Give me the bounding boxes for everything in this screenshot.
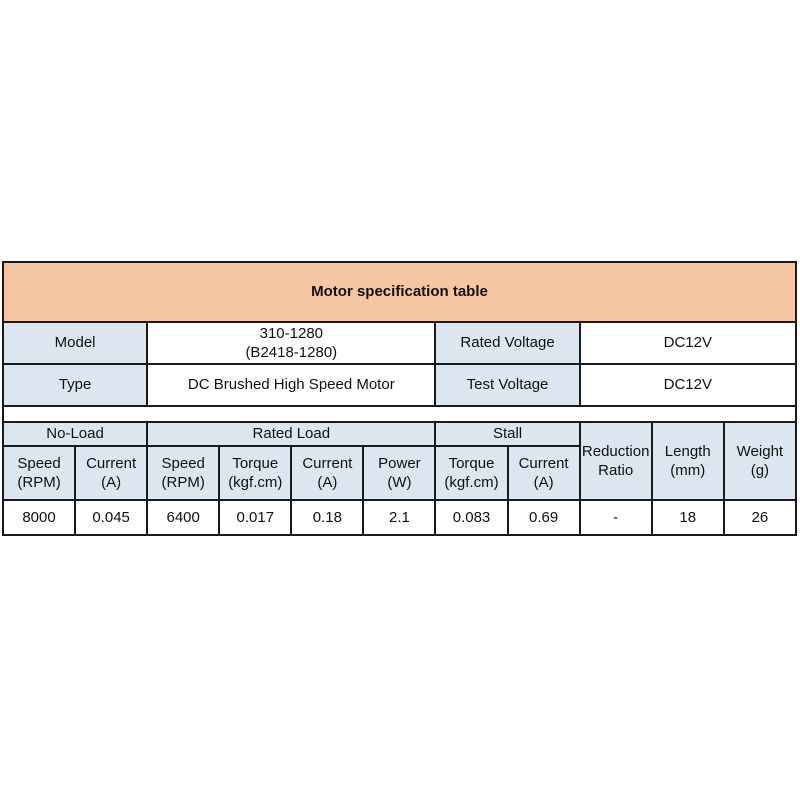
- type-value-cell: DC Brushed High Speed Motor: [146, 363, 437, 407]
- value-length-mm: 18: [650, 499, 725, 536]
- value-stall-torque: 0.083: [434, 499, 509, 536]
- data-row: 8000 0.045 6400 0.017 0.18 2.1 0.083 0.6…: [1, 499, 798, 536]
- value-weight-g: 26: [722, 499, 798, 536]
- group-header-no-load: No-Load: [1, 421, 149, 447]
- column-header-row: Speed (RPM) Current (A) Speed (RPM) Torq…: [1, 445, 796, 501]
- value-rated-power: 2.1: [362, 499, 437, 536]
- motor-spec-table: Motor specification table Model 310-1280…: [1, 261, 798, 536]
- model-value-cell: 310-1280 (B2418-1280): [146, 321, 437, 365]
- header-rated-power: Power (W): [362, 445, 437, 501]
- title-row: Motor specification table: [2, 261, 797, 323]
- value-reduction-ratio: -: [578, 499, 653, 536]
- group-header-stall: Stall: [434, 421, 581, 447]
- header-noload-speed: Speed (RPM): [1, 445, 77, 501]
- header-noload-current: Current (A): [74, 445, 149, 501]
- value-rated-current: 0.18: [290, 499, 365, 536]
- separator-row: [2, 405, 797, 423]
- table-title: Motor specification table: [2, 261, 797, 323]
- model-label-cell: Model: [1, 321, 149, 365]
- type-row: Type DC Brushed High Speed Motor Test Vo…: [1, 363, 798, 407]
- rated-voltage-label-cell: Rated Voltage: [434, 321, 581, 365]
- test-voltage-label-cell: Test Voltage: [434, 363, 581, 407]
- value-rated-torque: 0.017: [218, 499, 293, 536]
- value-stall-current: 0.69: [506, 499, 581, 536]
- header-length-mm: Length (mm): [650, 421, 725, 501]
- header-weight-g: Weight (g): [722, 421, 798, 501]
- rated-voltage-value-cell: DC12V: [578, 321, 798, 365]
- test-voltage-value-cell: DC12V: [578, 363, 798, 407]
- model-row: Model 310-1280 (B2418-1280) Rated Voltag…: [1, 321, 798, 365]
- value-noload-speed: 8000: [1, 499, 77, 536]
- value-noload-current: 0.045: [74, 499, 149, 536]
- type-label-cell: Type: [1, 363, 149, 407]
- group-header-rated-load: Rated Load: [146, 421, 437, 447]
- header-rated-speed: Speed (RPM): [146, 445, 221, 501]
- header-stall-torque: Torque (kgf.cm): [434, 445, 509, 501]
- header-reduction-ratio: Reduction Ratio: [578, 421, 653, 501]
- header-rated-torque: Torque (kgf.cm): [218, 445, 293, 501]
- header-rated-current: Current (A): [290, 445, 365, 501]
- value-rated-speed: 6400: [146, 499, 221, 536]
- group-header-row: No-Load Rated Load Stall Reduction Ratio…: [1, 421, 798, 501]
- separator-cell: [2, 405, 797, 423]
- header-stall-current: Current (A): [506, 445, 581, 501]
